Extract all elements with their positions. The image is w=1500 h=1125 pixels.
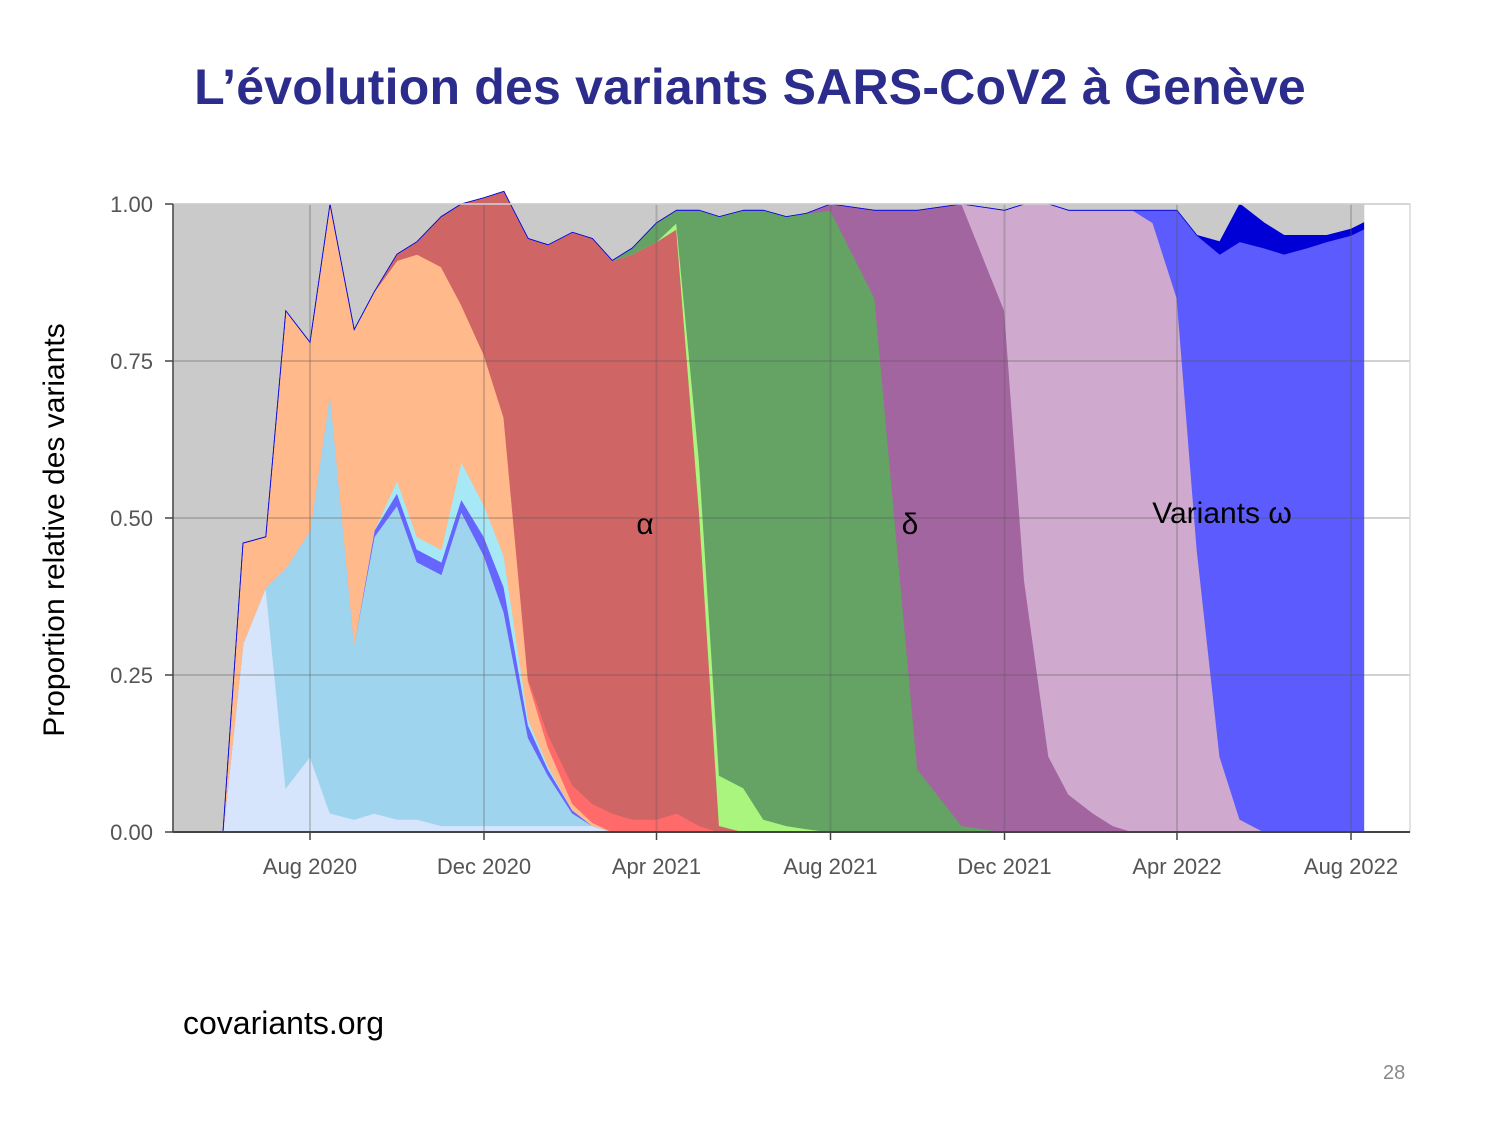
x-tick-label: Aug 2021 xyxy=(783,854,877,879)
page-number: 28 xyxy=(1383,1062,1406,1084)
variant-area-13 xyxy=(178,190,1365,833)
alpha-label: α xyxy=(636,508,653,541)
delta-label: δ xyxy=(902,508,919,541)
x-tick-label: Apr 2022 xyxy=(1132,854,1221,879)
omicron-label: Variants ω xyxy=(1152,497,1292,530)
y-tick-label: 0.00 xyxy=(110,820,153,845)
slide-title: L’évolution des variants SARS-CoV2 à Gen… xyxy=(194,59,1306,115)
x-tick-label: Dec 2020 xyxy=(437,854,531,879)
y-tick-label: 0.75 xyxy=(110,349,153,374)
x-tick-label: Aug 2020 xyxy=(263,854,357,879)
x-axis-ticks: Aug 2020 Dec 2020 Apr 2021 Aug 2021 Dec 2021… xyxy=(263,832,1398,879)
variant-annotations: α δ Variants ω xyxy=(636,497,1291,541)
y-axis-title-text: Proportion relative des variants xyxy=(38,323,71,737)
y-tick-label: 0.50 xyxy=(110,506,153,531)
source-label: covariants.org xyxy=(183,1005,384,1041)
x-tick-label: Apr 2021 xyxy=(612,854,701,879)
x-tick-label: Aug 2022 xyxy=(1304,854,1398,879)
x-tick-label: Dec 2021 xyxy=(957,854,1051,879)
plot-empty-region xyxy=(1364,204,1410,832)
stacked-areas xyxy=(178,190,1410,833)
y-tick-label: 1.00 xyxy=(110,192,153,217)
y-tick-label: 0.25 xyxy=(110,663,153,688)
y-axis-ticks: 0.00 0.25 0.50 0.75 1.00 xyxy=(110,192,173,845)
